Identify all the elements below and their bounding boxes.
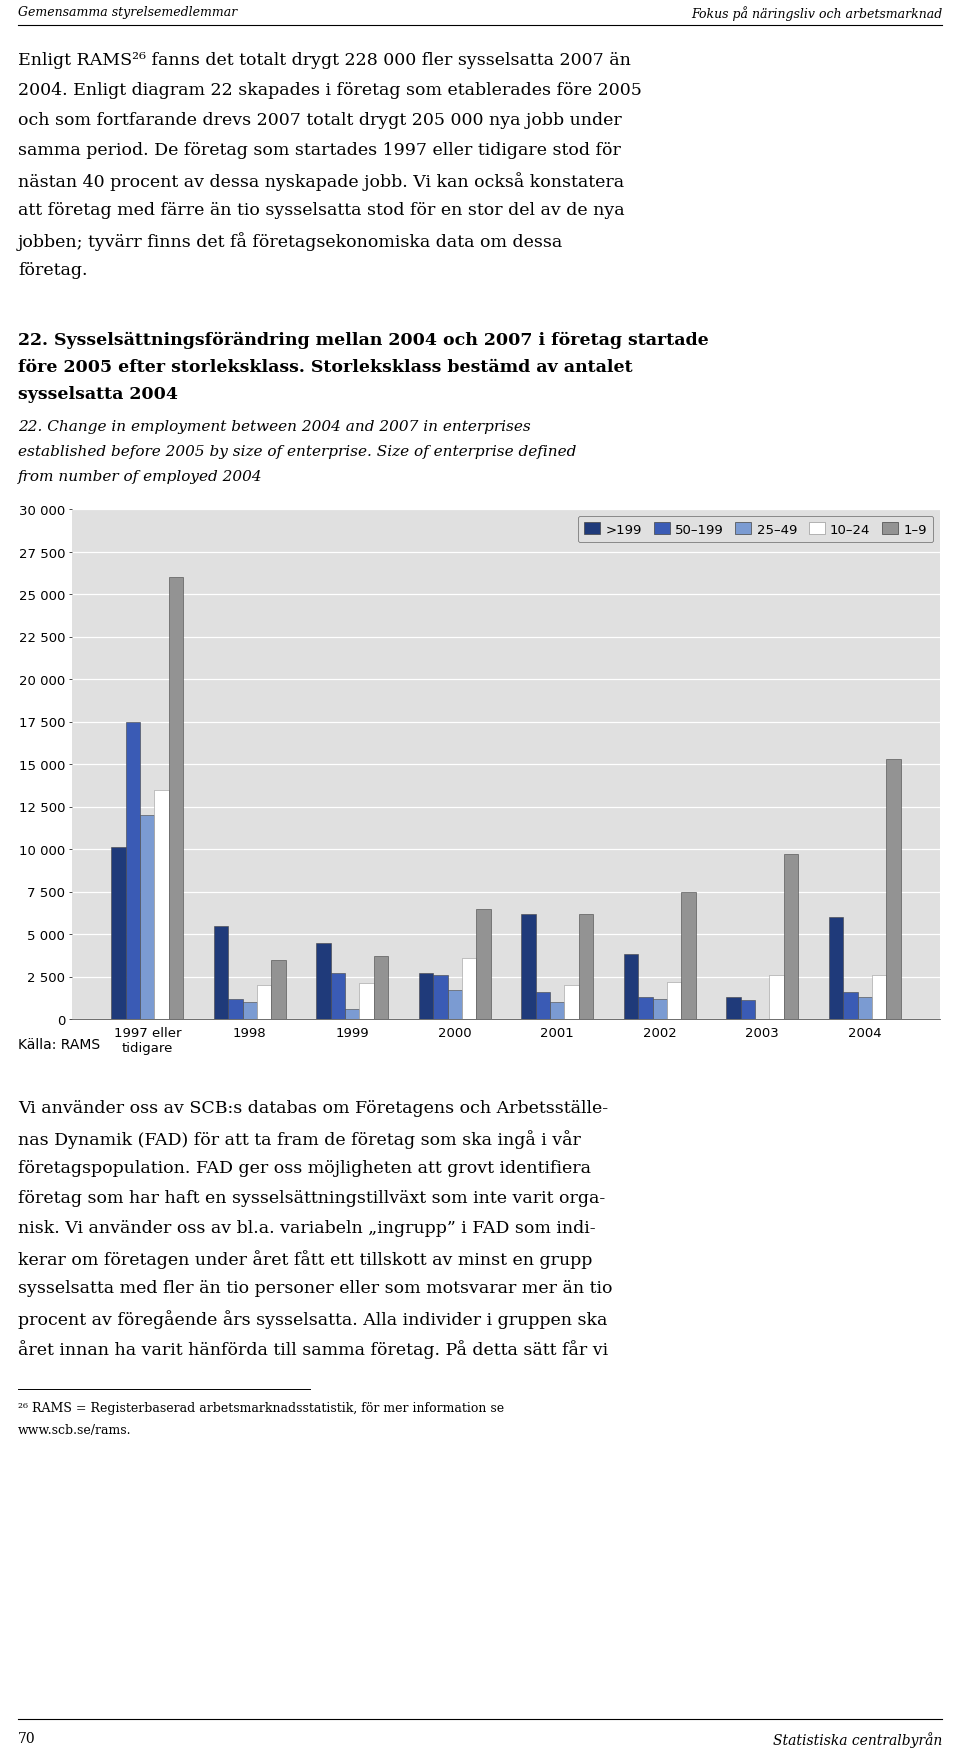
Text: Gemensamma styrelsemedlemmar: Gemensamma styrelsemedlemmar	[18, 5, 237, 19]
Text: nisk. Vi använder oss av bl.a. variabeln „ingrupp” i FAD som indi-: nisk. Vi använder oss av bl.a. variabeln…	[18, 1220, 595, 1236]
Bar	[257, 986, 272, 1020]
Text: established before 2005 by size of enterprise. Size of enterprise defined: established before 2005 by size of enter…	[18, 444, 576, 458]
Text: företag.: företag.	[18, 261, 87, 279]
Text: 70: 70	[18, 1730, 36, 1744]
Text: Statistiska centralbyrån: Statistiska centralbyrån	[773, 1730, 942, 1746]
Bar	[345, 1009, 359, 1020]
Bar	[419, 974, 433, 1020]
Text: sysselsatta med fler än tio personer eller som motsvarar mer än tio: sysselsatta med fler än tio personer ell…	[18, 1279, 612, 1297]
Text: www.scb.se/rams.: www.scb.se/rams.	[18, 1423, 132, 1436]
Text: 2004. Enligt diagram 22 skapades i företag som etablerades före 2005: 2004. Enligt diagram 22 skapades i föret…	[18, 82, 642, 98]
Text: 22. Change in employment between 2004 and 2007 in enterprises: 22. Change in employment between 2004 an…	[18, 419, 531, 433]
Text: samma period. De företag som startades 1997 eller tidigare stod för: samma period. De företag som startades 1…	[18, 142, 621, 160]
Bar	[462, 958, 476, 1020]
Text: året innan ha varit hänförda till samma företag. På detta sätt får vi: året innan ha varit hänförda till samma …	[18, 1339, 608, 1358]
Text: from number of employed 2004: from number of employed 2004	[18, 470, 263, 484]
Legend: >199, 50–199, 25–49, 10–24, 1–9: >199, 50–199, 25–49, 10–24, 1–9	[578, 516, 933, 542]
Bar	[373, 956, 388, 1020]
Bar	[828, 918, 843, 1020]
Bar	[126, 721, 140, 1020]
Text: kerar om företagen under året fått ett tillskott av minst en grupp: kerar om företagen under året fått ett t…	[18, 1250, 592, 1269]
Bar	[727, 997, 741, 1020]
Bar	[317, 942, 331, 1020]
Bar	[155, 790, 169, 1020]
Bar	[536, 992, 550, 1020]
Text: procent av föregående års sysselsatta. Alla individer i gruppen ska: procent av föregående års sysselsatta. A…	[18, 1309, 608, 1329]
Text: nas Dynamik (FAD) för att ta fram de företag som ska ingå i vår: nas Dynamik (FAD) för att ta fram de för…	[18, 1130, 581, 1148]
Bar	[783, 855, 798, 1020]
Text: jobben; tyvärr finns det få företagsekonomiska data om dessa: jobben; tyvärr finns det få företagsekon…	[18, 232, 564, 251]
Bar	[682, 892, 696, 1020]
Text: 22. Sysselsättningsförändring mellan 2004 och 2007 i företag startade: 22. Sysselsättningsförändring mellan 200…	[18, 332, 708, 349]
Text: företagspopulation. FAD ger oss möjligheten att grovt identifiera: företagspopulation. FAD ger oss möjlighe…	[18, 1160, 591, 1176]
Bar	[243, 1002, 257, 1020]
Text: före 2005 efter storleksklass. Storleksklass bestämd av antalet: före 2005 efter storleksklass. Storleksk…	[18, 358, 633, 376]
Bar	[331, 974, 345, 1020]
Bar	[886, 760, 900, 1020]
Bar	[653, 999, 667, 1020]
Bar	[667, 983, 682, 1020]
Text: sysselsatta 2004: sysselsatta 2004	[18, 386, 178, 402]
Bar	[857, 997, 872, 1020]
Text: Fokus på näringsliv och arbetsmarknad: Fokus på näringsliv och arbetsmarknad	[691, 5, 942, 21]
Bar	[169, 577, 183, 1020]
Text: Enligt RAMS²⁶ fanns det totalt drygt 228 000 fler sysselsatta 2007 än: Enligt RAMS²⁶ fanns det totalt drygt 228…	[18, 53, 631, 68]
Bar	[447, 990, 462, 1020]
Bar	[769, 976, 783, 1020]
Bar	[564, 986, 579, 1020]
Text: ²⁶ RAMS = Registerbaserad arbetsmarknadsstatistik, för mer information se: ²⁶ RAMS = Registerbaserad arbetsmarknads…	[18, 1400, 504, 1415]
Bar	[550, 1002, 564, 1020]
Text: Vi använder oss av SCB:s databas om Företagens och Arbetsställe-: Vi använder oss av SCB:s databas om Före…	[18, 1099, 608, 1116]
Bar	[140, 816, 155, 1020]
Text: nästan 40 procent av dessa nyskapade jobb. Vi kan också konstatera: nästan 40 procent av dessa nyskapade job…	[18, 172, 624, 191]
Text: Källa: RAMS: Källa: RAMS	[18, 1037, 100, 1051]
Text: att företag med färre än tio sysselsatta stod för en stor del av de nya: att företag med färre än tio sysselsatta…	[18, 202, 625, 219]
Bar	[624, 955, 638, 1020]
Bar	[272, 960, 286, 1020]
Bar	[359, 985, 373, 1020]
Bar	[741, 1000, 755, 1020]
Bar	[214, 927, 228, 1020]
Bar	[476, 909, 491, 1020]
Bar	[433, 976, 447, 1020]
Bar	[228, 999, 243, 1020]
Bar	[872, 976, 886, 1020]
Bar	[638, 997, 653, 1020]
Text: företag som har haft en sysselsättningstillväxt som inte varit orga-: företag som har haft en sysselsättningst…	[18, 1190, 605, 1206]
Bar	[111, 848, 126, 1020]
Bar	[843, 992, 857, 1020]
Bar	[579, 914, 593, 1020]
Text: och som fortfarande drevs 2007 totalt drygt 205 000 nya jobb under: och som fortfarande drevs 2007 totalt dr…	[18, 112, 622, 128]
Bar	[521, 914, 536, 1020]
